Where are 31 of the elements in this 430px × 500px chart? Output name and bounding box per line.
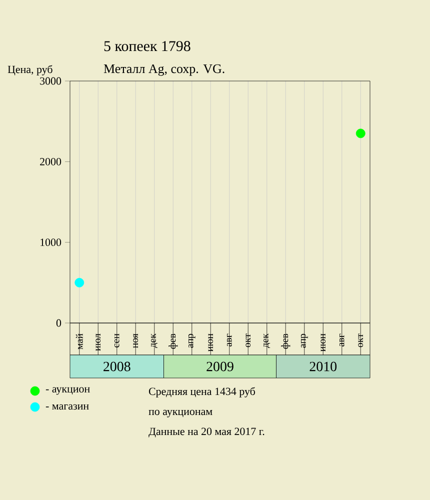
x-tick-label: авг [226,334,232,346]
y-tick-label: 2000 [40,158,62,166]
x-tick-label: дек [264,333,270,348]
x-tick-label: июл [96,334,101,351]
x-tick-label: апр [300,334,308,348]
y-axis-title: Цена, руб [8,65,52,76]
text: по аукционам [148,410,212,418]
text: Средняя цена 1434 руб [148,387,255,398]
x-tick-label: апр [188,334,196,348]
text: 2008 [104,362,130,372]
y-tick-label: 3000 [40,77,62,85]
x-tick-label: дек [151,333,158,348]
x-tick-label: авг [339,334,344,346]
text: 2010 [310,362,337,372]
y-tick-label: 1000 [40,238,62,246]
x-tick-label: сен [114,334,120,348]
text: 2009 [206,362,234,372]
chart-subtitle: Металл Ag, сохр. VG. [104,64,224,76]
legend-label: - магазин [46,404,89,410]
x-tick-label: фев [281,334,290,349]
x-tick-label: фев [168,334,178,349]
x-tick-label: ноя [133,334,138,348]
x-tick-label: июн [320,334,326,352]
x-tick-label: окт [246,334,251,348]
x-tick-label: май [76,334,83,350]
x-tick-label: июн [208,334,214,352]
chart-title: 5 копеек 1798 [104,41,190,52]
text: Данные на 20 мая 2017 г. [148,428,264,438]
y-tick-label: 0 [56,319,62,327]
legend-label: - аукцион [46,387,90,395]
x-tick-label: окт [358,334,364,348]
